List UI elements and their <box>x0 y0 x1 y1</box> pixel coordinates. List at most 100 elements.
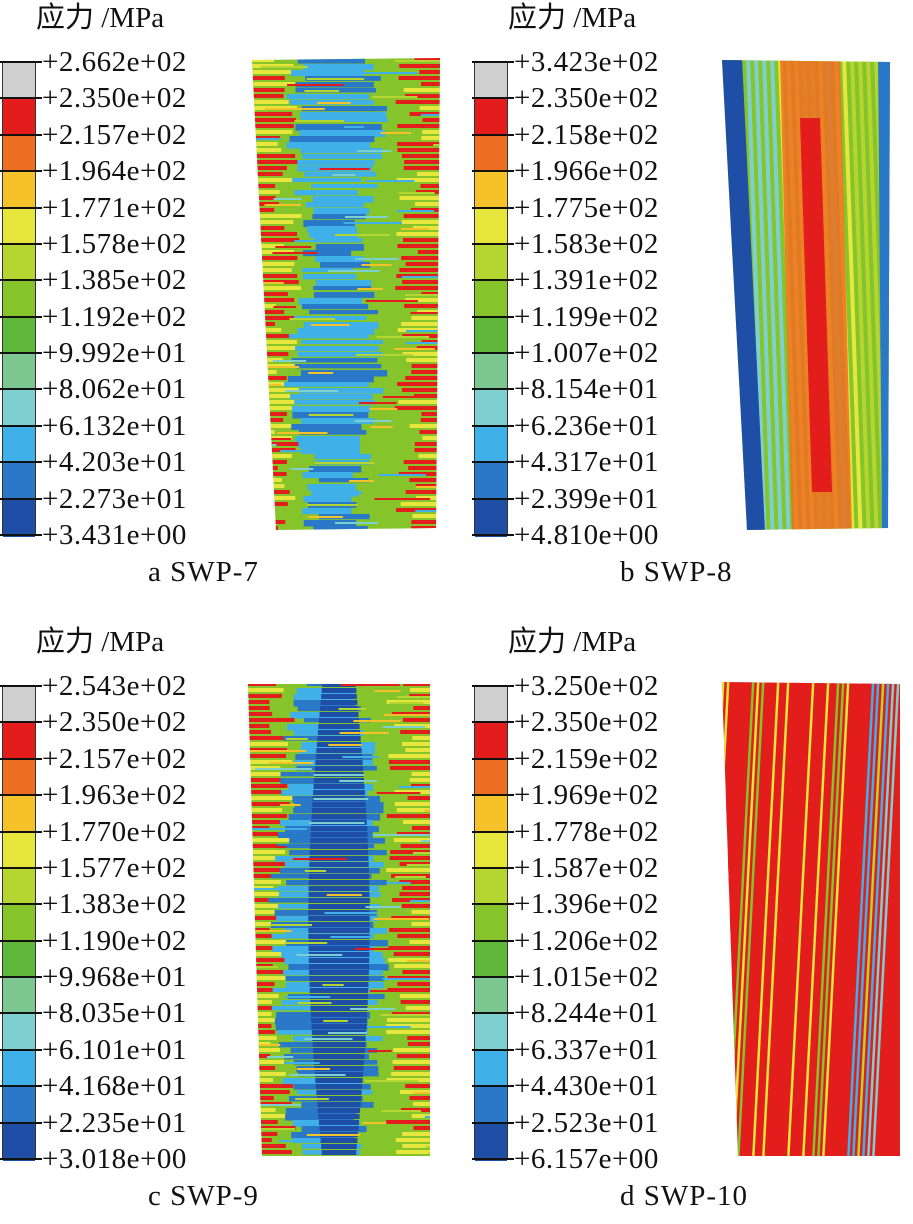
legend-tick <box>472 61 514 63</box>
legend-tick <box>0 1012 42 1015</box>
panel-b: 应力 /MPa +3.423e+02 +2.350e+02 +2.158e+02… <box>472 0 912 600</box>
legend-band <box>475 135 507 174</box>
legend-tick <box>472 866 514 869</box>
legend-tick <box>472 206 514 209</box>
legend-band <box>475 208 507 246</box>
legend-band <box>3 208 35 246</box>
legend-band <box>3 281 35 319</box>
legend-title: 应力 /MPa <box>508 626 637 658</box>
legend-label: +1.770e+02 <box>42 815 187 848</box>
legend-band <box>3 499 35 537</box>
legend-label: +8.062e+01 <box>42 373 187 406</box>
legend-tick <box>0 315 42 318</box>
legend-tick <box>472 757 514 760</box>
legend-band <box>475 905 507 943</box>
legend-band <box>3 244 35 283</box>
legend-band <box>3 172 35 210</box>
stress-contour-plot <box>252 58 440 530</box>
legend-band <box>475 759 507 798</box>
legend-band <box>475 426 507 465</box>
legend-tick <box>0 206 42 209</box>
legend-tick <box>472 1121 514 1124</box>
legend-tick <box>0 461 42 464</box>
legend-tick <box>0 242 42 245</box>
legend-band <box>475 463 507 501</box>
color-legend-bar <box>2 686 36 1161</box>
legend-label: +2.157e+02 <box>42 742 187 775</box>
legend-tick <box>472 497 514 500</box>
legend-band <box>475 832 507 870</box>
legend-tick <box>472 315 514 318</box>
legend-band <box>475 978 507 1016</box>
color-legend-bar <box>2 62 36 537</box>
color-legend-bar <box>474 62 508 537</box>
legend-tick <box>472 424 514 427</box>
legend-tick <box>0 830 42 833</box>
legend-tick <box>472 1085 514 1088</box>
legend-tick <box>0 1158 42 1160</box>
legend-label: +1.396e+02 <box>514 888 659 921</box>
legend-band <box>3 390 35 428</box>
legend-tick <box>0 1121 42 1124</box>
legend-tick <box>0 976 42 979</box>
legend-band <box>3 1050 35 1089</box>
legend-tick <box>472 352 514 355</box>
legend-label: +2.523e+01 <box>514 1106 659 1139</box>
legend-tick <box>0 352 42 355</box>
legend-tick <box>0 279 42 282</box>
legend-label: +8.035e+01 <box>42 997 187 1030</box>
legend-band <box>475 390 507 428</box>
panel-caption: d SWP-10 <box>620 1180 749 1212</box>
legend-tick <box>0 903 42 906</box>
legend-band <box>475 244 507 283</box>
panel-caption: c SWP-9 <box>148 1180 259 1212</box>
legend-band <box>475 499 507 537</box>
legend-band <box>3 723 35 761</box>
panel-c: 应力 /MPa +2.543e+02 +2.350e+02 +2.157e+02… <box>0 624 440 1224</box>
legend-band <box>3 354 35 392</box>
legend-label: +6.236e+01 <box>514 409 659 442</box>
color-legend-bar <box>474 686 508 1161</box>
legend-label: +2.273e+01 <box>42 482 187 515</box>
legend-label: +9.968e+01 <box>42 961 187 994</box>
legend-tick <box>0 97 42 100</box>
legend-label: +1.190e+02 <box>42 924 187 957</box>
legend-label: +1.391e+02 <box>514 264 659 297</box>
legend-label: +1.578e+02 <box>42 227 187 260</box>
legend-tick <box>0 61 42 63</box>
legend-band <box>475 687 507 725</box>
legend-label: +6.132e+01 <box>42 409 187 442</box>
legend-tick <box>472 1158 514 1160</box>
stress-contour-plot <box>722 60 890 530</box>
panel-a: 应力 /MPa +2.662e+02 +2.350e+02 +2.157e+02… <box>0 0 440 600</box>
legend-tick <box>0 497 42 500</box>
legend-label: +1.206e+02 <box>514 924 659 957</box>
legend-label: +1.199e+02 <box>514 300 659 333</box>
legend-label: +3.250e+02 <box>514 670 659 702</box>
legend-label: +1.964e+02 <box>42 155 187 188</box>
legend-label: +6.101e+01 <box>42 1033 187 1066</box>
legend-tick <box>472 1012 514 1015</box>
legend-label: +2.235e+01 <box>42 1106 187 1139</box>
legend-band <box>475 1087 507 1125</box>
legend-band <box>475 1014 507 1052</box>
legend-label: +3.423e+02 <box>514 46 659 78</box>
legend-tick <box>0 685 42 687</box>
legend-tick <box>472 721 514 724</box>
legend-tick <box>472 939 514 942</box>
legend-label: +1.966e+02 <box>514 155 659 188</box>
legend-label: +2.350e+02 <box>514 706 659 739</box>
legend-band <box>3 759 35 798</box>
legend-tick <box>472 903 514 906</box>
legend-band <box>3 1087 35 1125</box>
legend-band <box>475 63 507 101</box>
legend-label: +8.244e+01 <box>514 997 659 1030</box>
legend-band <box>3 317 35 356</box>
legend-label: +2.158e+02 <box>514 118 659 151</box>
legend-band <box>3 1123 35 1161</box>
legend-band <box>3 1014 35 1052</box>
legend-band <box>475 99 507 137</box>
legend-title: 应力 /MPa <box>36 626 165 658</box>
legend-band <box>3 463 35 501</box>
legend-label: +1.577e+02 <box>42 851 187 884</box>
